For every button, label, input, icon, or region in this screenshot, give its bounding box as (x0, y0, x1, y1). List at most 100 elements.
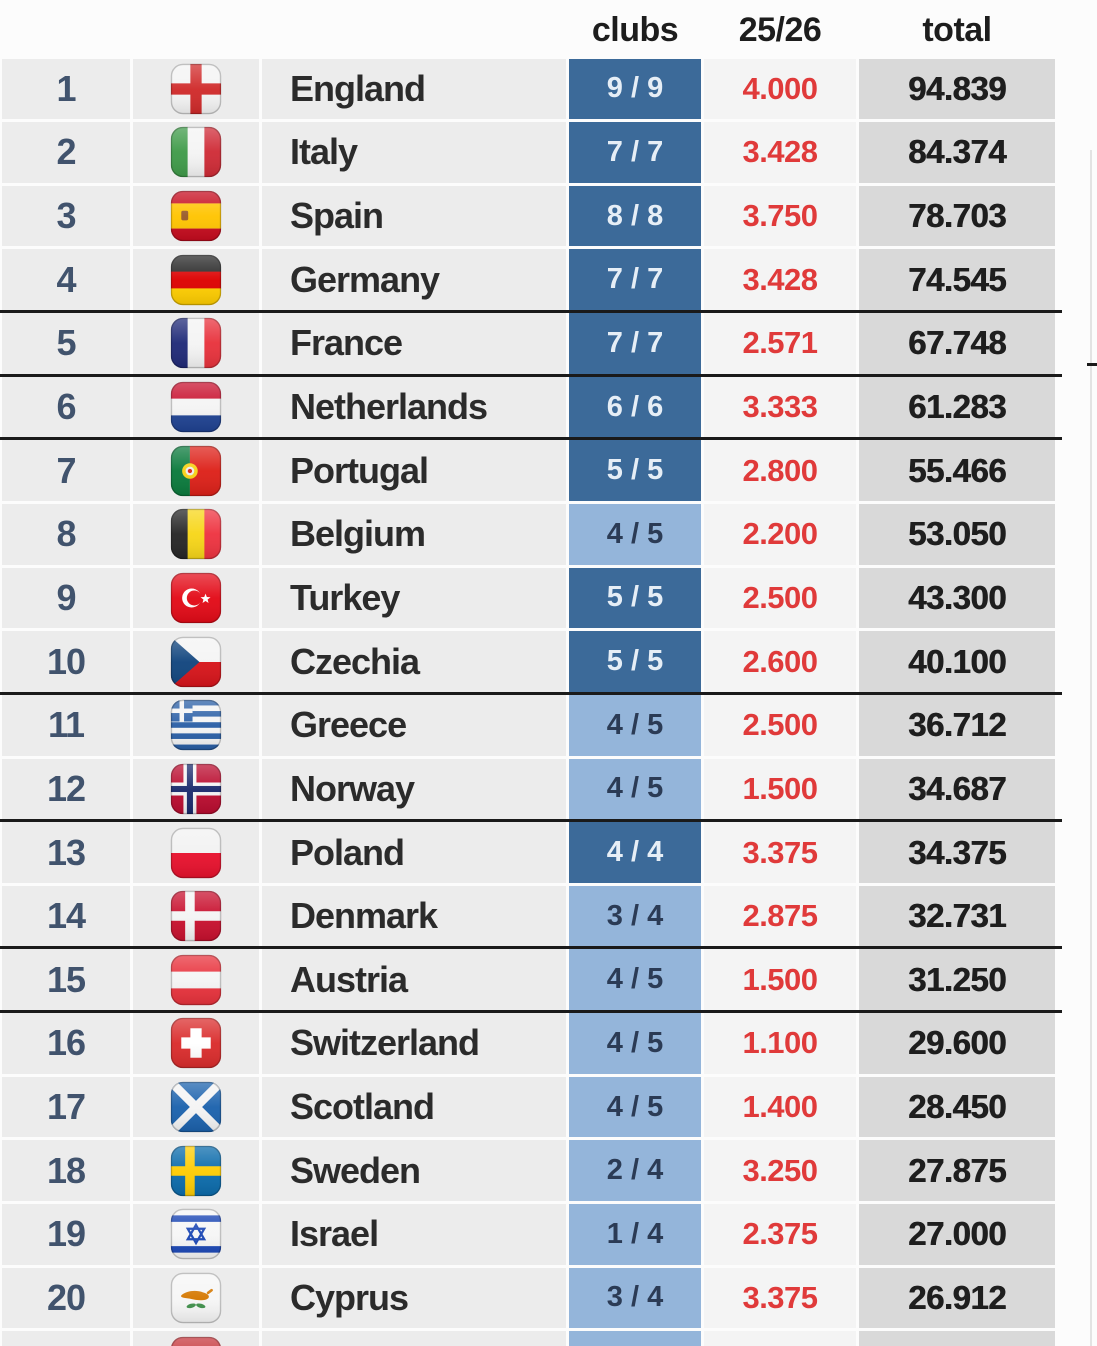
table-row[interactable]: 3 Spain 8 / 8 3.750 78.703 (0, 184, 1097, 248)
season-points-value: 2.600 (742, 643, 818, 679)
season-points-cell: 1.100 (704, 1013, 856, 1074)
season-points-value: 2.571 (742, 325, 818, 361)
table-row[interactable]: 19 Israel 1 / 4 2.375 27.000 (0, 1203, 1097, 1267)
table-row[interactable]: 8 Belgium 4 / 5 2.200 53.050 (0, 502, 1097, 566)
flag-cell (133, 503, 259, 565)
clubs-remaining-value: 9 / 9 (606, 72, 664, 105)
rank-value: 10 (46, 640, 86, 682)
table-body: 1 England 9 / 9 4.000 94.839 2 Italy 7 /… (0, 57, 1097, 1330)
table-row[interactable]: 6 Netherlands 6 / 6 3.333 61.283 (0, 375, 1097, 440)
season-points-cell: 4.000 (704, 58, 856, 120)
table-row[interactable]: 9 Turkey 5 / 5 2.500 43.300 (0, 566, 1097, 630)
clubs-remaining-cell: 3 / 4 (569, 885, 701, 947)
flag-cell (133, 694, 259, 756)
season-points-value: 3.428 (742, 134, 818, 170)
table-row[interactable]: 7 Portugal 5 / 5 2.800 55.466 (0, 439, 1097, 503)
country-name-cell: Austria (262, 949, 566, 1011)
season-points-value: 4.000 (742, 70, 818, 106)
flag-cell (133, 631, 259, 692)
season-points-value: 3.250 (742, 1152, 818, 1188)
clubs-remaining-cell: 7 / 7 (569, 122, 701, 183)
flag-cell (133, 313, 259, 374)
season-points-value: 3.375 (742, 1279, 818, 1315)
clubs-remaining-value: 3 / 4 (606, 1281, 664, 1314)
season-points-cell: 2.600 (704, 631, 856, 692)
country-name: Norway (290, 767, 415, 809)
table-row[interactable]: 4 Germany 7 / 7 3.428 74.545 (0, 248, 1097, 313)
clubs-remaining-value: 7 / 7 (606, 326, 664, 359)
table-row[interactable]: 13 Poland 4 / 4 3.375 34.375 (0, 821, 1097, 885)
country-name-cell: Belgium (262, 503, 566, 565)
clubs-remaining-value: 6 / 6 (606, 390, 664, 423)
country-name: Netherlands (290, 386, 488, 428)
header-country-spacer (262, 27, 566, 31)
country-name-cell: Germany (262, 249, 566, 311)
flag-cell (133, 58, 259, 120)
clubs-remaining-value: 4 / 5 (606, 963, 664, 996)
table-row[interactable]: 2 Italy 7 / 7 3.428 84.374 (0, 121, 1097, 185)
rank-value: 8 (56, 513, 76, 555)
table-row[interactable]: 15 Austria 4 / 5 1.500 31.250 (0, 948, 1097, 1013)
clubs-remaining-value: 4 / 5 (606, 1026, 664, 1059)
table-row[interactable]: 14 Denmark 3 / 4 2.875 32.731 (0, 884, 1097, 950)
total-points-value: 36.712 (908, 706, 1006, 744)
country-name-cell: Italy (262, 122, 566, 183)
table-row[interactable]: 17 Scotland 4 / 5 1.400 28.450 (0, 1075, 1097, 1139)
table-row[interactable]: 5 France 7 / 7 2.571 67.748 (0, 312, 1097, 377)
rank-value: 13 (46, 831, 86, 873)
country-name: Greece (290, 704, 407, 746)
total-points-value: 74.545 (908, 260, 1006, 298)
flag-belgium (170, 508, 222, 560)
clubs-remaining-value: 4 / 5 (606, 1090, 664, 1123)
clubs-remaining-cell: 6 / 6 (569, 376, 701, 438)
country-name-cell: France (262, 313, 566, 374)
country-name-cell: Switzerland (262, 1013, 566, 1074)
rank-value: 18 (46, 1149, 86, 1191)
clubs-remaining-cell: 1 / 4 (569, 1204, 701, 1265)
total-points-cell: 27.875 (859, 1140, 1055, 1202)
country-name-cell: Spain (262, 185, 566, 247)
country-name: Italy (290, 131, 358, 173)
country-name-cell: Scotland (262, 1076, 566, 1138)
flag-greece (170, 699, 222, 751)
clubs-remaining-value: 5 / 5 (606, 454, 664, 487)
country-name: Austria (290, 958, 408, 1000)
table-row[interactable]: 11 Greece 4 / 5 2.500 36.712 (0, 693, 1097, 757)
country-name-cell: Norway (262, 758, 566, 820)
table-row[interactable]: 16 Switzerland 4 / 5 1.100 29.600 (0, 1012, 1097, 1076)
season-points-cell: 3.375 (704, 1267, 856, 1329)
table-row[interactable]: 12 Norway 4 / 5 1.500 34.687 (0, 757, 1097, 822)
table-row[interactable]: 18 Sweden 2 / 4 3.250 27.875 (0, 1139, 1097, 1203)
rank-cell: 17 (2, 1076, 130, 1138)
rank-value: 6 (56, 386, 76, 428)
flag-cell (133, 1076, 259, 1138)
table-row[interactable] (0, 1330, 1097, 1346)
country-name: England (290, 67, 426, 109)
table-row[interactable]: 20 Cyprus 3 / 4 3.375 26.912 (0, 1266, 1097, 1330)
season-points-value: 3.333 (742, 389, 818, 425)
country-name: Denmark (290, 895, 438, 937)
header-season: 25/26 (738, 11, 822, 49)
clubs-remaining-value: 7 / 7 (606, 135, 664, 168)
season-points-cell: 3.333 (704, 376, 856, 438)
flag-england (170, 63, 222, 115)
season-points-value: 3.750 (742, 198, 818, 234)
total-points-value: 55.466 (908, 451, 1006, 489)
flag-france (170, 317, 222, 369)
season-points-value: 2.375 (742, 1216, 818, 1252)
table-row[interactable]: 10 Czechia 5 / 5 2.600 40.100 (0, 630, 1097, 695)
total-points-cell: 28.450 (859, 1076, 1055, 1138)
table-row[interactable]: 1 England 9 / 9 4.000 94.839 (0, 57, 1097, 121)
flag-poland (170, 827, 222, 879)
rank-value: 3 (56, 195, 76, 237)
total-points-cell: 74.545 (859, 249, 1055, 311)
country-name-cell: Denmark (262, 885, 566, 947)
country-name-cell: Greece (262, 694, 566, 756)
rank-value: 16 (46, 1022, 86, 1064)
season-points-value: 1.100 (742, 1025, 818, 1061)
country-name: Germany (290, 258, 440, 300)
rank-value: 2 (56, 131, 76, 173)
rank-cell: 12 (2, 758, 130, 820)
clubs-remaining-cell: 4 / 5 (569, 503, 701, 565)
season-points-cell: 1.400 (704, 1076, 856, 1138)
